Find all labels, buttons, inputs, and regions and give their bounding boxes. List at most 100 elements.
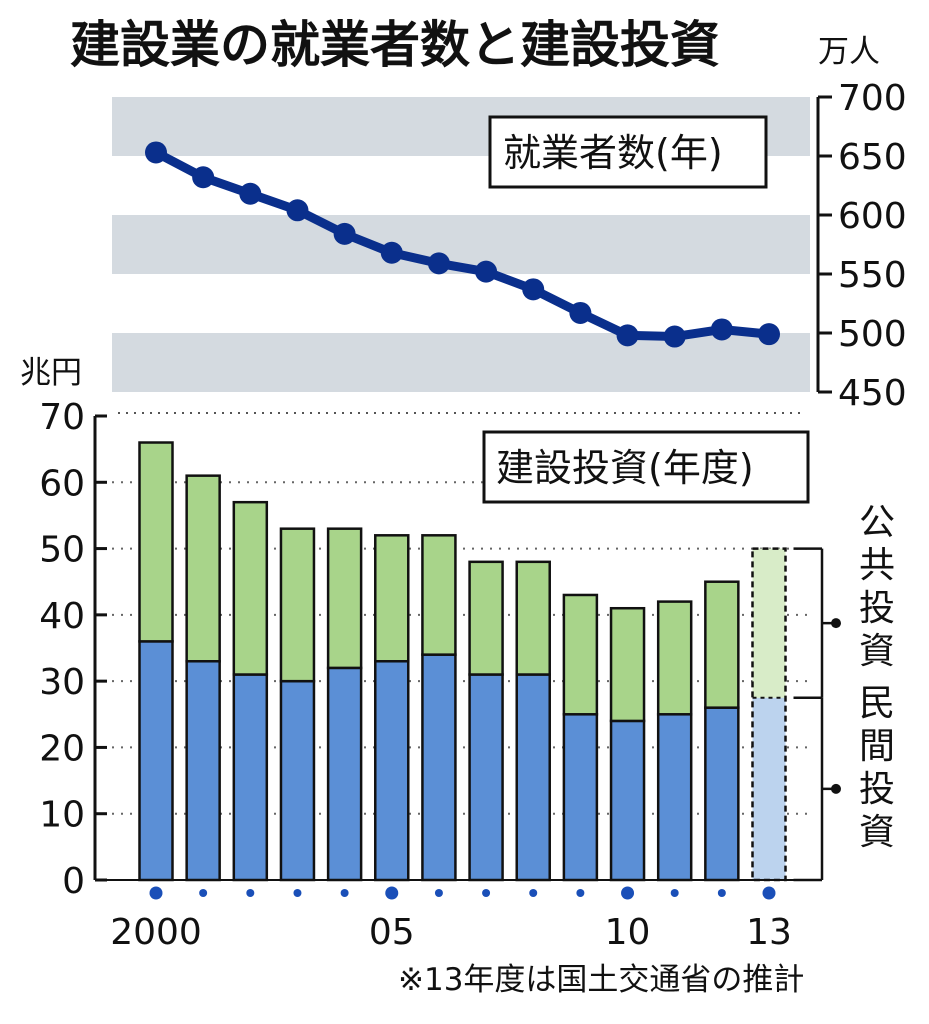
employees-point <box>192 166 215 189</box>
bar-y-ticks: 70 60 50 40 30 20 10 0 <box>39 397 107 902</box>
bar-private <box>562 713 599 882</box>
bar-private <box>374 660 410 882</box>
bar-public <box>374 534 410 663</box>
bar-x-dot <box>385 886 399 900</box>
line-y-tick-label: 600 <box>838 196 907 237</box>
bar-y-tick-label: 50 <box>39 530 85 571</box>
line-y-ticks: 700 650 600 550 500 450 <box>818 78 907 414</box>
bar-public <box>326 527 363 670</box>
bar-private <box>326 666 363 882</box>
bar-public <box>138 441 174 643</box>
employees-point <box>380 241 403 264</box>
bar-public <box>421 534 457 656</box>
line-chart-bands <box>112 97 810 392</box>
bar-x-dot <box>149 886 163 900</box>
bar-public <box>232 500 269 676</box>
legend-label: 公共投資 <box>859 502 895 672</box>
bar-x-dot <box>621 886 635 900</box>
bar-x-dot <box>762 886 776 900</box>
bar-y-unit: 兆円 <box>20 355 82 391</box>
line-title-frame <box>488 115 768 189</box>
bar-y-tick-label: 30 <box>39 662 85 703</box>
legend-label: 民間投資 <box>859 683 895 853</box>
legend-marker <box>831 618 841 629</box>
bar-x-dot <box>293 889 302 897</box>
line-chart-panel: 万人 700 650 600 550 500 450 就業者数(年) <box>112 34 907 414</box>
bar-private <box>704 706 740 882</box>
employees-point <box>569 301 592 324</box>
bar-x-dot <box>670 889 679 897</box>
line-title-box: 就業者数(年) <box>488 115 768 189</box>
bar-y-tick-label: 60 <box>39 463 85 504</box>
employees-point <box>616 324 639 347</box>
legend-marker <box>831 783 841 794</box>
bar-x-dot <box>246 889 255 897</box>
bar-x-label: 2000 <box>110 912 202 953</box>
bar-title-box: 建設投資(年度) <box>482 430 810 504</box>
bar-public <box>185 474 221 663</box>
bar-x-dot <box>717 889 726 897</box>
employees-point <box>333 222 356 245</box>
employees-point <box>475 260 498 283</box>
bar-public <box>704 580 740 709</box>
employees-point <box>286 199 309 222</box>
bar-public <box>656 600 693 716</box>
bar-title-frame <box>482 430 810 504</box>
bar-private <box>279 679 316 882</box>
bar-private <box>609 719 646 882</box>
line-band <box>112 333 810 392</box>
bar-private <box>515 673 551 882</box>
employees-point <box>427 252 450 275</box>
employees-point <box>758 323 780 346</box>
line-y-unit: 万人 <box>818 34 880 70</box>
line-y-tick-label: 500 <box>838 314 907 355</box>
bar-x-dot <box>576 889 585 897</box>
bar-private <box>421 653 457 882</box>
bar-private <box>232 673 269 882</box>
bar-y-tick-label: 40 <box>39 596 85 637</box>
bar-private <box>656 713 693 882</box>
bar-private-estimate <box>752 697 786 880</box>
employees-point <box>522 278 545 301</box>
employees-point <box>239 182 262 205</box>
bar-public <box>562 593 599 716</box>
bar-y-tick-label: 10 <box>39 795 85 836</box>
bar-y-tick-label: 70 <box>39 397 85 438</box>
bar-x-label: 13 <box>746 912 792 953</box>
bar-private <box>468 673 504 882</box>
bar-y-tick-label: 20 <box>39 728 85 769</box>
bar-private <box>138 640 174 882</box>
bar-x-dots <box>149 886 776 900</box>
employees-point <box>145 141 167 164</box>
bar-x-dot <box>434 889 443 897</box>
bar-x-dot <box>199 889 208 897</box>
bar-x-dot <box>482 889 491 897</box>
line-y-tick-label: 550 <box>838 255 907 296</box>
bar-x-dot <box>340 889 349 897</box>
bar-public-estimate <box>752 548 786 698</box>
employees-points <box>145 141 780 348</box>
source-note: ※13年度は国土交通省の推計 <box>398 962 804 998</box>
bar-public <box>279 527 316 683</box>
bar-x-label: 10 <box>605 912 651 953</box>
chart-title: 建設業の就業者数と建設投資 <box>70 16 720 74</box>
bar-x-labels: 2000 05 10 13 <box>110 912 792 953</box>
bar-y-tick-label: 0 <box>62 861 85 902</box>
bar-public <box>609 606 646 723</box>
bar-public <box>468 560 504 676</box>
bar-series <box>95 441 800 882</box>
line-y-tick-label: 450 <box>838 373 907 414</box>
bar-x-label: 05 <box>369 912 415 953</box>
employees-point <box>663 325 686 348</box>
bar-public <box>515 560 551 676</box>
bar-private <box>185 660 221 882</box>
line-y-tick-label: 700 <box>838 78 907 119</box>
line-title: 就業者数(年) <box>503 131 723 175</box>
line-y-tick-label: 650 <box>838 137 907 178</box>
bar-chart-panel: 兆円 建設投資(年度) 70 60 50 40 30 20 10 0 2000 05 10 13 公… <box>20 355 895 953</box>
bar-title: 建設投資(年度) <box>496 446 754 490</box>
employees-point <box>710 318 733 341</box>
bar-x-dot <box>529 889 538 897</box>
